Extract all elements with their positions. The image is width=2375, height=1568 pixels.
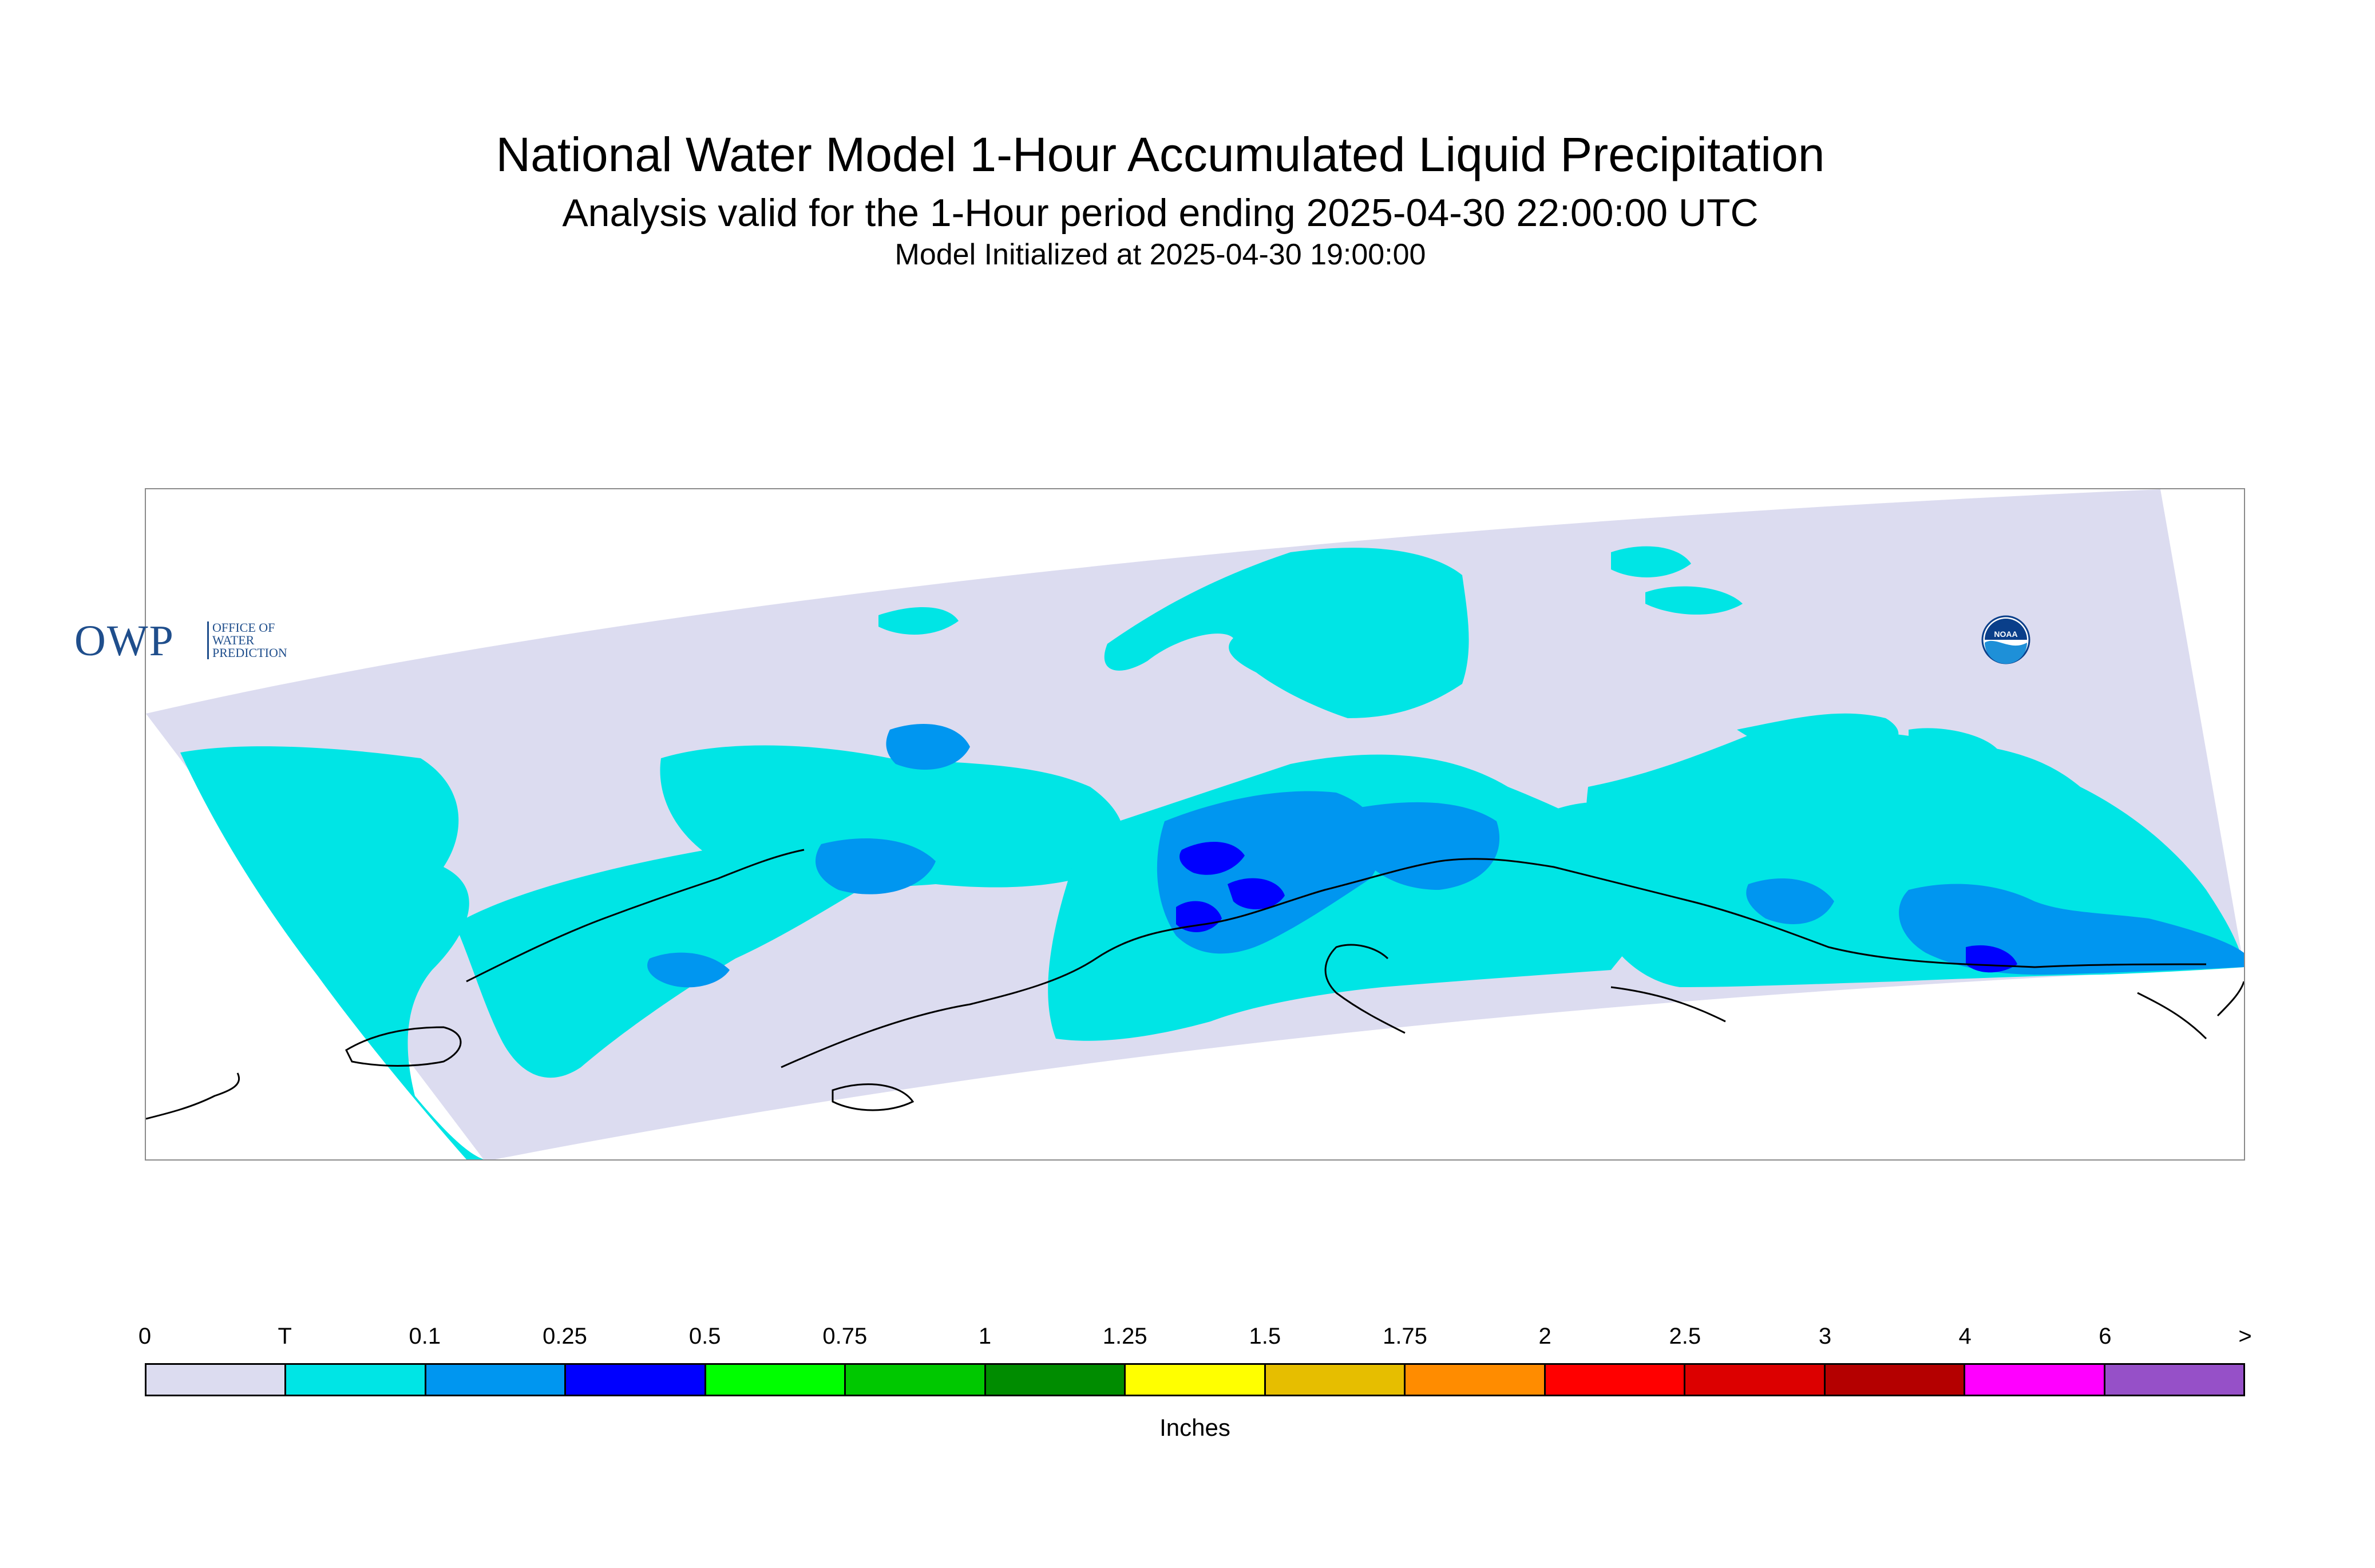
legend-tick-label: 2 (1538, 1324, 1551, 1349)
legend-swatch (1406, 1365, 1546, 1395)
legend-swatch (286, 1365, 426, 1395)
legend-swatch (426, 1365, 567, 1395)
legend-swatch (1685, 1365, 1826, 1395)
legend-tick-label: 0.5 (688, 1324, 721, 1349)
legend-tick-label: 1.5 (1249, 1324, 1281, 1349)
legend-tick-label: 6 (2099, 1324, 2112, 1349)
legend-swatch (846, 1365, 986, 1395)
model-init-label: Model Initialized at 2025-04-30 19:00:00 (894, 238, 1426, 271)
noaa-logo-icon: NOAA (1981, 615, 2030, 664)
legend-tick-label: 3 (1818, 1324, 1832, 1349)
precipitation-map (145, 488, 2245, 1161)
legend-tick-label: 0.75 (822, 1324, 868, 1349)
legend-tick-label: 1.75 (1383, 1324, 1427, 1349)
owp-logo: OWP OFFICE OF WATER PREDICTION (74, 617, 287, 665)
chart-title: National Water Model 1-Hour Accumulated … (496, 128, 1825, 181)
legend-swatch (566, 1365, 706, 1395)
legend-swatch (1965, 1365, 2105, 1395)
legend-swatch (147, 1365, 287, 1395)
trace-precip-areas (180, 546, 2244, 1159)
map-canvas (146, 489, 2244, 1159)
legend-tick-label: 4 (1958, 1324, 1972, 1349)
legend-tick-label: 0.25 (543, 1324, 587, 1349)
legend-tick-labels: 0 T 0.1 0.25 0.5 0.75 1 1.25 1.5 1.75 2 2.5 3 4 6 > (138, 1322, 2252, 1356)
legend-tick-label: 2.5 (1669, 1324, 1701, 1349)
legend-swatch (1265, 1365, 1406, 1395)
legend-swatch (985, 1365, 1126, 1395)
moderate-precip-areas (1176, 842, 2017, 973)
legend-swatch (1126, 1365, 1266, 1395)
coastlines (146, 849, 2244, 1120)
legend-swatch (1825, 1365, 1966, 1395)
color-legend: 0 T 0.1 0.25 0.5 0.75 1 1.25 1.5 1.75 2 2.5 3 4 6 > Inc… (138, 1322, 2252, 1442)
noaa-logo: NOAA (1981, 615, 2030, 664)
legend-tick-label: 1.25 (1102, 1324, 1147, 1349)
legend-swatch (2105, 1365, 2244, 1395)
legend-swatch (706, 1365, 846, 1395)
legend-tick-label: > (2238, 1324, 2252, 1349)
chart-subtitle: Analysis valid for the 1-Hour period end… (562, 191, 1759, 235)
owp-logo-text: OWP (74, 617, 175, 665)
legend-tick-label: 1 (978, 1324, 992, 1349)
legend-units-label: Inches (1159, 1414, 1230, 1441)
legend-tick-label: 0 (138, 1324, 152, 1349)
legend-swatch (1545, 1365, 1686, 1395)
owp-logo-subtext: OFFICE OF WATER PREDICTION (207, 621, 287, 659)
legend-tick-label: T (278, 1324, 292, 1349)
legend-color-bar (145, 1363, 2245, 1396)
legend-tick-label: 0.1 (409, 1324, 441, 1349)
noaa-logo-text: NOAA (1994, 629, 2017, 639)
